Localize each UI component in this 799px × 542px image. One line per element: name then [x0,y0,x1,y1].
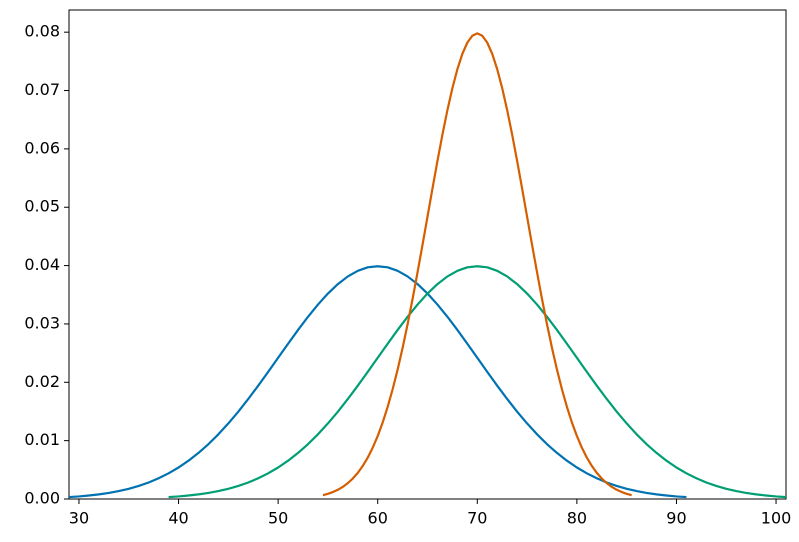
y-tick-label: 0.07 [24,80,60,99]
y-tick-label: 0.04 [24,255,60,274]
y-tick-label: 0.05 [24,197,60,216]
x-tick-label: 70 [467,509,487,528]
line-series [322,32,632,497]
x-tick-label: 100 [761,509,792,528]
x-tick-label: 90 [666,509,686,528]
x-tick-label: 30 [69,509,89,528]
x-tick-label: 80 [567,509,587,528]
y-tick-label: 0.02 [24,372,60,391]
y-tick-label: 0.01 [24,430,60,449]
line-series [168,265,787,499]
x-tick-label: 50 [268,509,288,528]
x-tick-label: 40 [168,509,188,528]
y-tick-label: 0.08 [24,22,60,41]
y-tick-label: 0.03 [24,313,60,332]
y-tick-label: 0.06 [24,138,60,157]
plot-frame [68,9,787,500]
line-series [68,265,687,499]
y-tick-label: 0.00 [24,489,60,508]
x-tick-label: 60 [368,509,388,528]
